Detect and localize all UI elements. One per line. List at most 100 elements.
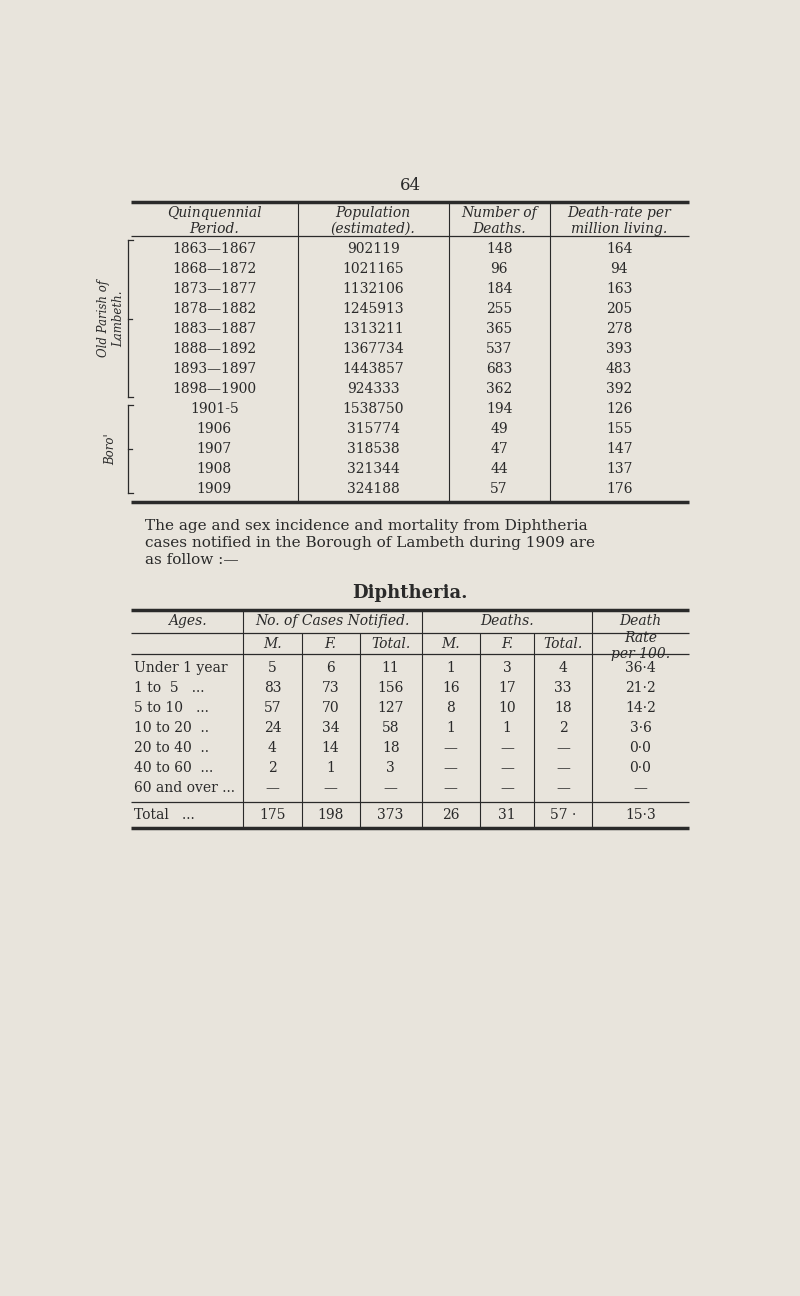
Text: —: — (444, 741, 458, 756)
Text: 47: 47 (490, 442, 508, 456)
Text: 1: 1 (446, 661, 455, 675)
Text: 126: 126 (606, 402, 633, 416)
Text: 5 to 10   ...: 5 to 10 ... (134, 701, 209, 715)
Text: 73: 73 (322, 682, 339, 696)
Text: 155: 155 (606, 422, 633, 435)
Text: 6: 6 (326, 661, 335, 675)
Text: Ages.: Ages. (168, 614, 206, 629)
Text: 1313211: 1313211 (342, 321, 404, 336)
Text: Under 1 year: Under 1 year (134, 661, 228, 675)
Text: M.: M. (263, 636, 282, 651)
Text: The age and sex incidence and mortality from Diphtheria: The age and sex incidence and mortality … (145, 518, 587, 533)
Text: 683: 683 (486, 362, 512, 376)
Text: Total.: Total. (371, 636, 410, 651)
Text: Total.: Total. (543, 636, 582, 651)
Text: 198: 198 (318, 807, 344, 822)
Text: —: — (556, 781, 570, 796)
Text: 1367734: 1367734 (342, 342, 404, 356)
Text: 321344: 321344 (346, 461, 400, 476)
Text: 393: 393 (606, 342, 632, 356)
Text: 36·4: 36·4 (625, 661, 656, 675)
Text: 184: 184 (486, 281, 512, 295)
Text: 1 to  5   ...: 1 to 5 ... (134, 682, 205, 696)
Text: 318538: 318538 (347, 442, 399, 456)
Text: Quinquennial
Period.: Quinquennial Period. (167, 206, 262, 236)
Text: 15·3: 15·3 (625, 807, 656, 822)
Text: 58: 58 (382, 722, 399, 735)
Text: 40 to 60  ...: 40 to 60 ... (134, 762, 214, 775)
Text: 3: 3 (386, 762, 395, 775)
Text: —: — (324, 781, 338, 796)
Text: 44: 44 (490, 461, 508, 476)
Text: 24: 24 (264, 722, 282, 735)
Text: 11: 11 (382, 661, 399, 675)
Text: M.: M. (442, 636, 460, 651)
Text: 1132106: 1132106 (342, 281, 404, 295)
Text: 175: 175 (259, 807, 286, 822)
Text: 3: 3 (502, 661, 511, 675)
Text: 156: 156 (378, 682, 404, 696)
Text: 1893—1897: 1893—1897 (172, 362, 257, 376)
Text: 21·2: 21·2 (625, 682, 656, 696)
Text: 3·6: 3·6 (630, 722, 651, 735)
Text: F.: F. (501, 636, 513, 651)
Text: 127: 127 (378, 701, 404, 715)
Text: 1906: 1906 (197, 422, 232, 435)
Text: 2: 2 (268, 762, 277, 775)
Text: 392: 392 (606, 382, 632, 395)
Text: 1538750: 1538750 (342, 402, 404, 416)
Text: 20 to 40  ..: 20 to 40 .. (134, 741, 209, 756)
Text: No. of Cases Notified.: No. of Cases Notified. (255, 614, 410, 629)
Text: 147: 147 (606, 442, 633, 456)
Text: 1443857: 1443857 (342, 362, 404, 376)
Text: 14·2: 14·2 (625, 701, 656, 715)
Text: Old Parish of
Lambeth.: Old Parish of Lambeth. (97, 280, 125, 358)
Text: 1021165: 1021165 (342, 262, 404, 276)
Text: 16: 16 (442, 682, 459, 696)
Text: 315774: 315774 (346, 422, 400, 435)
Text: 94: 94 (610, 262, 628, 276)
Text: 17: 17 (498, 682, 516, 696)
Text: 924333: 924333 (347, 382, 399, 395)
Text: 1901-5: 1901-5 (190, 402, 238, 416)
Text: 10 to 20  ..: 10 to 20 .. (134, 722, 209, 735)
Text: 137: 137 (606, 461, 633, 476)
Text: 163: 163 (606, 281, 633, 295)
Text: 18: 18 (382, 741, 399, 756)
Text: —: — (556, 762, 570, 775)
Text: 70: 70 (322, 701, 339, 715)
Text: —: — (634, 781, 647, 796)
Text: as follow :—: as follow :— (145, 553, 238, 566)
Text: —: — (500, 781, 514, 796)
Text: 537: 537 (486, 342, 512, 356)
Text: Boro': Boro' (104, 433, 118, 465)
Text: 33: 33 (554, 682, 572, 696)
Text: 8: 8 (446, 701, 455, 715)
Text: 31: 31 (498, 807, 516, 822)
Text: Death-rate per
million living.: Death-rate per million living. (567, 206, 671, 236)
Text: 1907: 1907 (197, 442, 232, 456)
Text: F.: F. (325, 636, 337, 651)
Text: 1863—1867: 1863—1867 (172, 241, 257, 255)
Text: 1: 1 (326, 762, 335, 775)
Text: 26: 26 (442, 807, 459, 822)
Text: —: — (556, 741, 570, 756)
Text: Total   ...: Total ... (134, 807, 195, 822)
Text: —: — (444, 781, 458, 796)
Text: 255: 255 (486, 302, 512, 316)
Text: 10: 10 (498, 701, 516, 715)
Text: —: — (500, 762, 514, 775)
Text: 1: 1 (502, 722, 511, 735)
Text: 1878—1882: 1878—1882 (172, 302, 257, 316)
Text: 0·0: 0·0 (630, 762, 651, 775)
Text: 324188: 324188 (347, 482, 399, 496)
Text: Population
(estimated).: Population (estimated). (331, 206, 415, 236)
Text: 18: 18 (554, 701, 572, 715)
Text: 57: 57 (264, 701, 282, 715)
Text: 164: 164 (606, 241, 633, 255)
Text: —: — (384, 781, 398, 796)
Text: 278: 278 (606, 321, 633, 336)
Text: 1898—1900: 1898—1900 (172, 382, 256, 395)
Text: 60 and over ...: 60 and over ... (134, 781, 235, 796)
Text: —: — (266, 781, 279, 796)
